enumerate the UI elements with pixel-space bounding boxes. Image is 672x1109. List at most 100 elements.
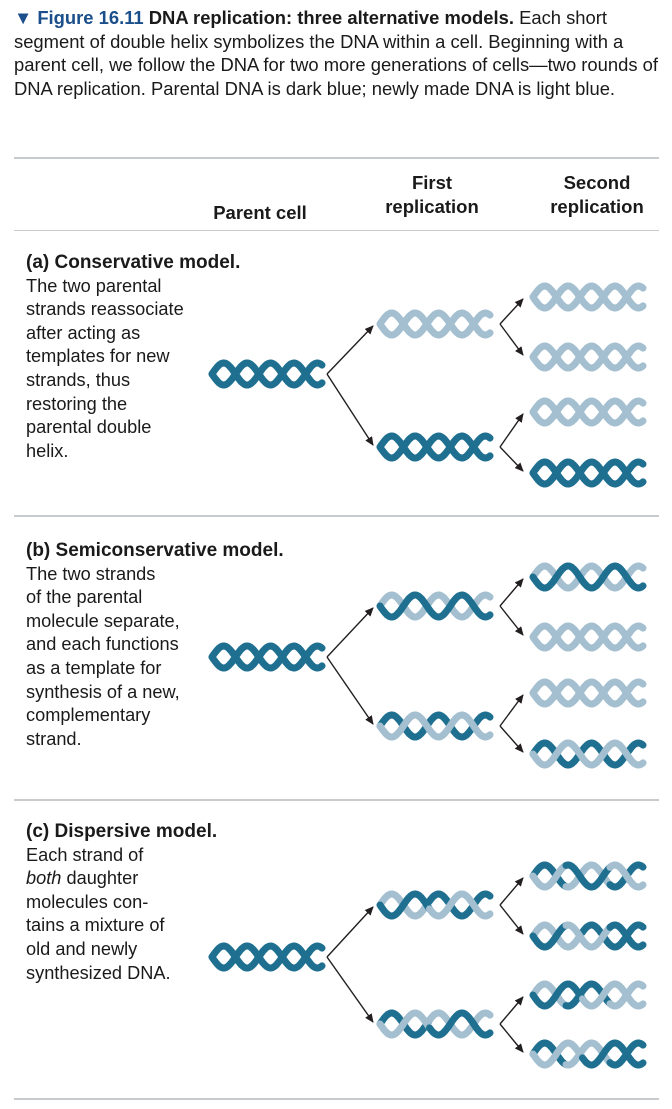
- dispersive-parent-helix: [208, 942, 326, 972]
- section-conservative-text: (a) Conservative model. The two parental…: [26, 251, 240, 463]
- figure-title: ▼ Figure 16.11 DNA replication: three al…: [14, 7, 514, 28]
- column-header-parent: Parent cell: [213, 202, 307, 223]
- column-header-second: Second replication: [527, 171, 667, 219]
- section-b-divider: [14, 515, 659, 517]
- column-header-first: First replication: [362, 171, 502, 219]
- column-header-first-line2: replication: [385, 196, 479, 217]
- semiconservative-arrow-second-3: [499, 694, 524, 727]
- dna-strand-back: [579, 921, 647, 951]
- conservative-arrow-second-3: [499, 413, 524, 448]
- column-header-first-line1: First: [411, 172, 453, 193]
- dna-strand-front: [208, 359, 326, 389]
- section-line: of the parental: [26, 587, 143, 608]
- dna-strand-back: [529, 1039, 570, 1069]
- dna-strand-front: [529, 458, 647, 488]
- conservative-arrow-first-top: [326, 325, 374, 375]
- triangle-icon: ▼: [14, 7, 33, 28]
- semiconservative-arrow-second-1: [499, 578, 524, 607]
- section-line: strands, thus: [26, 369, 131, 390]
- dna-strand-front: [376, 432, 494, 462]
- dna-strand-front: [606, 861, 647, 891]
- semiconservative-parent-helix: [208, 642, 326, 672]
- conservative-arrow-second-4: [499, 446, 524, 472]
- conservative-second-helix-2: [529, 342, 647, 372]
- section-line: restoring the: [26, 393, 128, 414]
- section-line: strands reassociate: [26, 299, 184, 320]
- dispersive-arrow-first-bottom: [326, 956, 374, 1023]
- dna-strand-front: [376, 591, 494, 621]
- section-a-divider: [14, 230, 659, 231]
- dna-strand-front: [376, 309, 494, 339]
- dna-strand-front: [208, 942, 326, 972]
- dna-strand-front: [529, 678, 647, 708]
- figure-caption: ▼ Figure 16.11 DNA replication: three al…: [14, 6, 664, 100]
- semiconservative-second-helix-3: [529, 678, 647, 708]
- conservative-arrow-second-2: [499, 323, 524, 356]
- conservative-first-helix-bottom: [376, 432, 494, 462]
- dna-strand-front: [426, 890, 494, 920]
- dna-strand-back: [529, 861, 570, 891]
- section-title: (a) Conservative model.: [26, 252, 241, 273]
- conservative-arrow-first-bottom: [326, 373, 374, 446]
- section-line: molecules con-: [26, 891, 149, 912]
- dna-strand-front: [376, 1009, 433, 1039]
- section-semiconservative-text: (b) Semiconservative model. The two stra…: [26, 539, 284, 751]
- dispersive-arrow-second-3: [499, 996, 524, 1025]
- figure-description: Each short segment of double helix symbo…: [14, 7, 658, 99]
- dna-strand-front: [529, 342, 647, 372]
- figure-heading: DNA replication: three alternative model…: [148, 7, 514, 28]
- dna-strand-front: [529, 282, 647, 312]
- section-line: as a template for: [26, 657, 162, 678]
- semiconservative-first-helix-top: [376, 591, 494, 621]
- dna-strand-front: [529, 980, 586, 1010]
- semiconservative-first-helix-bottom: [376, 711, 494, 741]
- column-header-second-line1: Second: [563, 172, 631, 193]
- dna-strand-front: [529, 397, 647, 427]
- dna-strand-front: [529, 1039, 586, 1069]
- section-title: (b) Semiconservative model.: [26, 540, 284, 561]
- dispersive-second-helix-2: [529, 921, 647, 951]
- dna-strand-back: [426, 1009, 494, 1039]
- section-line: strand.: [26, 728, 82, 749]
- semiconservative-arrow-first-top: [326, 607, 374, 658]
- dna-strand-front: [579, 1039, 647, 1069]
- dispersive-arrow-first-top: [326, 906, 374, 958]
- section-line: and each functions: [26, 634, 179, 655]
- dna-strand-front: [562, 861, 614, 891]
- semiconservative-arrow-first-bottom: [326, 656, 374, 725]
- bottom-divider: [14, 1098, 659, 1100]
- dispersive-second-helix-3: [529, 980, 647, 1010]
- dispersive-arrow-second-2: [499, 904, 524, 935]
- dna-strand-front: [579, 980, 647, 1010]
- dna-strand-front: [376, 711, 494, 741]
- conservative-arrow-second-1: [499, 298, 524, 325]
- semiconservative-second-helix-4: [529, 739, 647, 769]
- semiconservative-second-helix-1: [529, 562, 647, 592]
- section-line: The two strands: [26, 563, 156, 584]
- conservative-second-helix-1: [529, 282, 647, 312]
- section-line: synthesized DNA.: [26, 962, 171, 983]
- column-header-second-line2: replication: [550, 196, 644, 217]
- conservative-second-helix-3: [529, 397, 647, 427]
- dispersive-first-helix-bottom: [376, 1009, 494, 1039]
- section-line: synthesis of a new,: [26, 681, 180, 702]
- semiconservative-second-helix-2: [529, 622, 647, 652]
- section-line: complementary: [26, 705, 151, 726]
- dna-strand-front: [606, 921, 647, 951]
- dna-strand-front: [529, 562, 647, 592]
- dispersive-arrow-second-4: [499, 1023, 524, 1053]
- dna-strand-front: [529, 921, 570, 951]
- dna-strand-back: [426, 890, 494, 920]
- section-dispersive-text: (c) Dispersive model. Each strand of bot…: [26, 820, 217, 985]
- dna-strand-front: [529, 622, 647, 652]
- section-line: templates for new: [26, 346, 170, 367]
- section-line: The two parental: [26, 275, 162, 296]
- section-line: tains a mixture of: [26, 915, 165, 936]
- section-line: parental double: [26, 417, 152, 438]
- section-c-divider: [14, 799, 659, 801]
- section-line: molecule separate,: [26, 610, 180, 631]
- dna-strand-front: [376, 890, 433, 920]
- dispersive-first-helix-top: [376, 890, 494, 920]
- section-title: (c) Dispersive model.: [26, 821, 218, 842]
